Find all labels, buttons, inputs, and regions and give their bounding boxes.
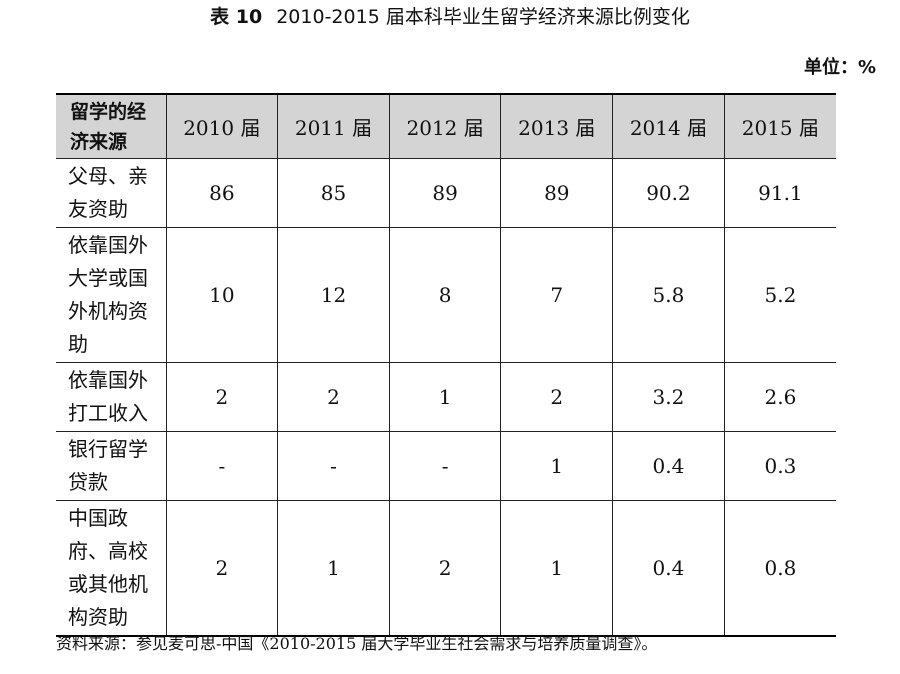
- header-funding-source: 留学的经济来源: [56, 93, 167, 159]
- row-label: 依靠国外大学或国外机构资助: [56, 227, 167, 363]
- header-year: 2013 届: [500, 93, 614, 159]
- table-cell: 2: [500, 362, 614, 432]
- unit-note: 单位：%: [803, 57, 876, 78]
- table-number: 表 10: [210, 6, 263, 28]
- header-year: 2014 届: [612, 93, 725, 159]
- table-cell: 89: [500, 158, 614, 228]
- table-cell: 2: [165, 362, 279, 432]
- table-cell: 2.6: [723, 362, 836, 432]
- table-cell: 86: [165, 158, 279, 228]
- header-year: 2012 届: [388, 93, 502, 159]
- table-row: 银行留学贷款 - - - 1 0.4 0.3: [56, 431, 836, 501]
- table-cell: 5.8: [612, 227, 725, 363]
- header-year: 2015 届: [723, 93, 836, 159]
- table-cell: 0.4: [612, 431, 725, 501]
- table-cell: 5.2: [723, 227, 836, 363]
- table-cell: 0.3: [723, 431, 836, 501]
- table-cell: -: [165, 431, 279, 501]
- table-cell: 7: [500, 227, 614, 363]
- table-cell: 1: [500, 431, 614, 501]
- header-year: 2011 届: [277, 93, 390, 159]
- table-cell: 89: [388, 158, 502, 228]
- table-cell: 12: [277, 227, 390, 363]
- table-caption: 2010-2015 届本科毕业生留学经济来源比例变化: [276, 6, 690, 28]
- table-title: 表 10 2010-2015 届本科毕业生留学经济来源比例变化: [0, 4, 900, 30]
- row-label: 父母、亲友资助: [56, 158, 167, 228]
- table-row: 中国政府、高校或其他机构资助 2 1 2 1 0.4 0.8: [56, 500, 836, 637]
- row-label: 依靠国外打工收入: [56, 362, 167, 432]
- table-cell: 2: [165, 500, 279, 637]
- table-cell: -: [277, 431, 390, 501]
- table-cell: 0.4: [612, 500, 725, 637]
- table-cell: -: [388, 431, 502, 501]
- table-cell: 2: [277, 362, 390, 432]
- table-row: 依靠国外打工收入 2 2 1 2 3.2 2.6: [56, 362, 836, 432]
- table-cell: 85: [277, 158, 390, 228]
- data-table: 留学的经济来源 2010 届 2011 届 2012 届 2013 届 2014…: [56, 93, 836, 637]
- table-cell: 91.1: [723, 158, 836, 228]
- header-row: 留学的经济来源 2010 届 2011 届 2012 届 2013 届 2014…: [56, 93, 836, 159]
- table-cell: 1: [388, 362, 502, 432]
- table-cell: 1: [500, 500, 614, 637]
- table-cell: 90.2: [612, 158, 725, 228]
- row-label: 中国政府、高校或其他机构资助: [56, 500, 167, 637]
- table-cell: 2: [388, 500, 502, 637]
- table-row: 依靠国外大学或国外机构资助 10 12 8 7 5.8 5.2: [56, 227, 836, 363]
- table-cell: 8: [388, 227, 502, 363]
- table-cell: 10: [165, 227, 279, 363]
- row-label: 银行留学贷款: [56, 431, 167, 501]
- table-cell: 3.2: [612, 362, 725, 432]
- table-cell: 1: [277, 500, 390, 637]
- table-cell: 0.8: [723, 500, 836, 637]
- table-row: 父母、亲友资助 86 85 89 89 90.2 91.1: [56, 158, 836, 228]
- source-note: 资料来源：参见麦可思-中国《2010-2015 届大学毕业生社会需求与培养质量调…: [56, 634, 658, 653]
- header-year: 2010 届: [165, 93, 279, 159]
